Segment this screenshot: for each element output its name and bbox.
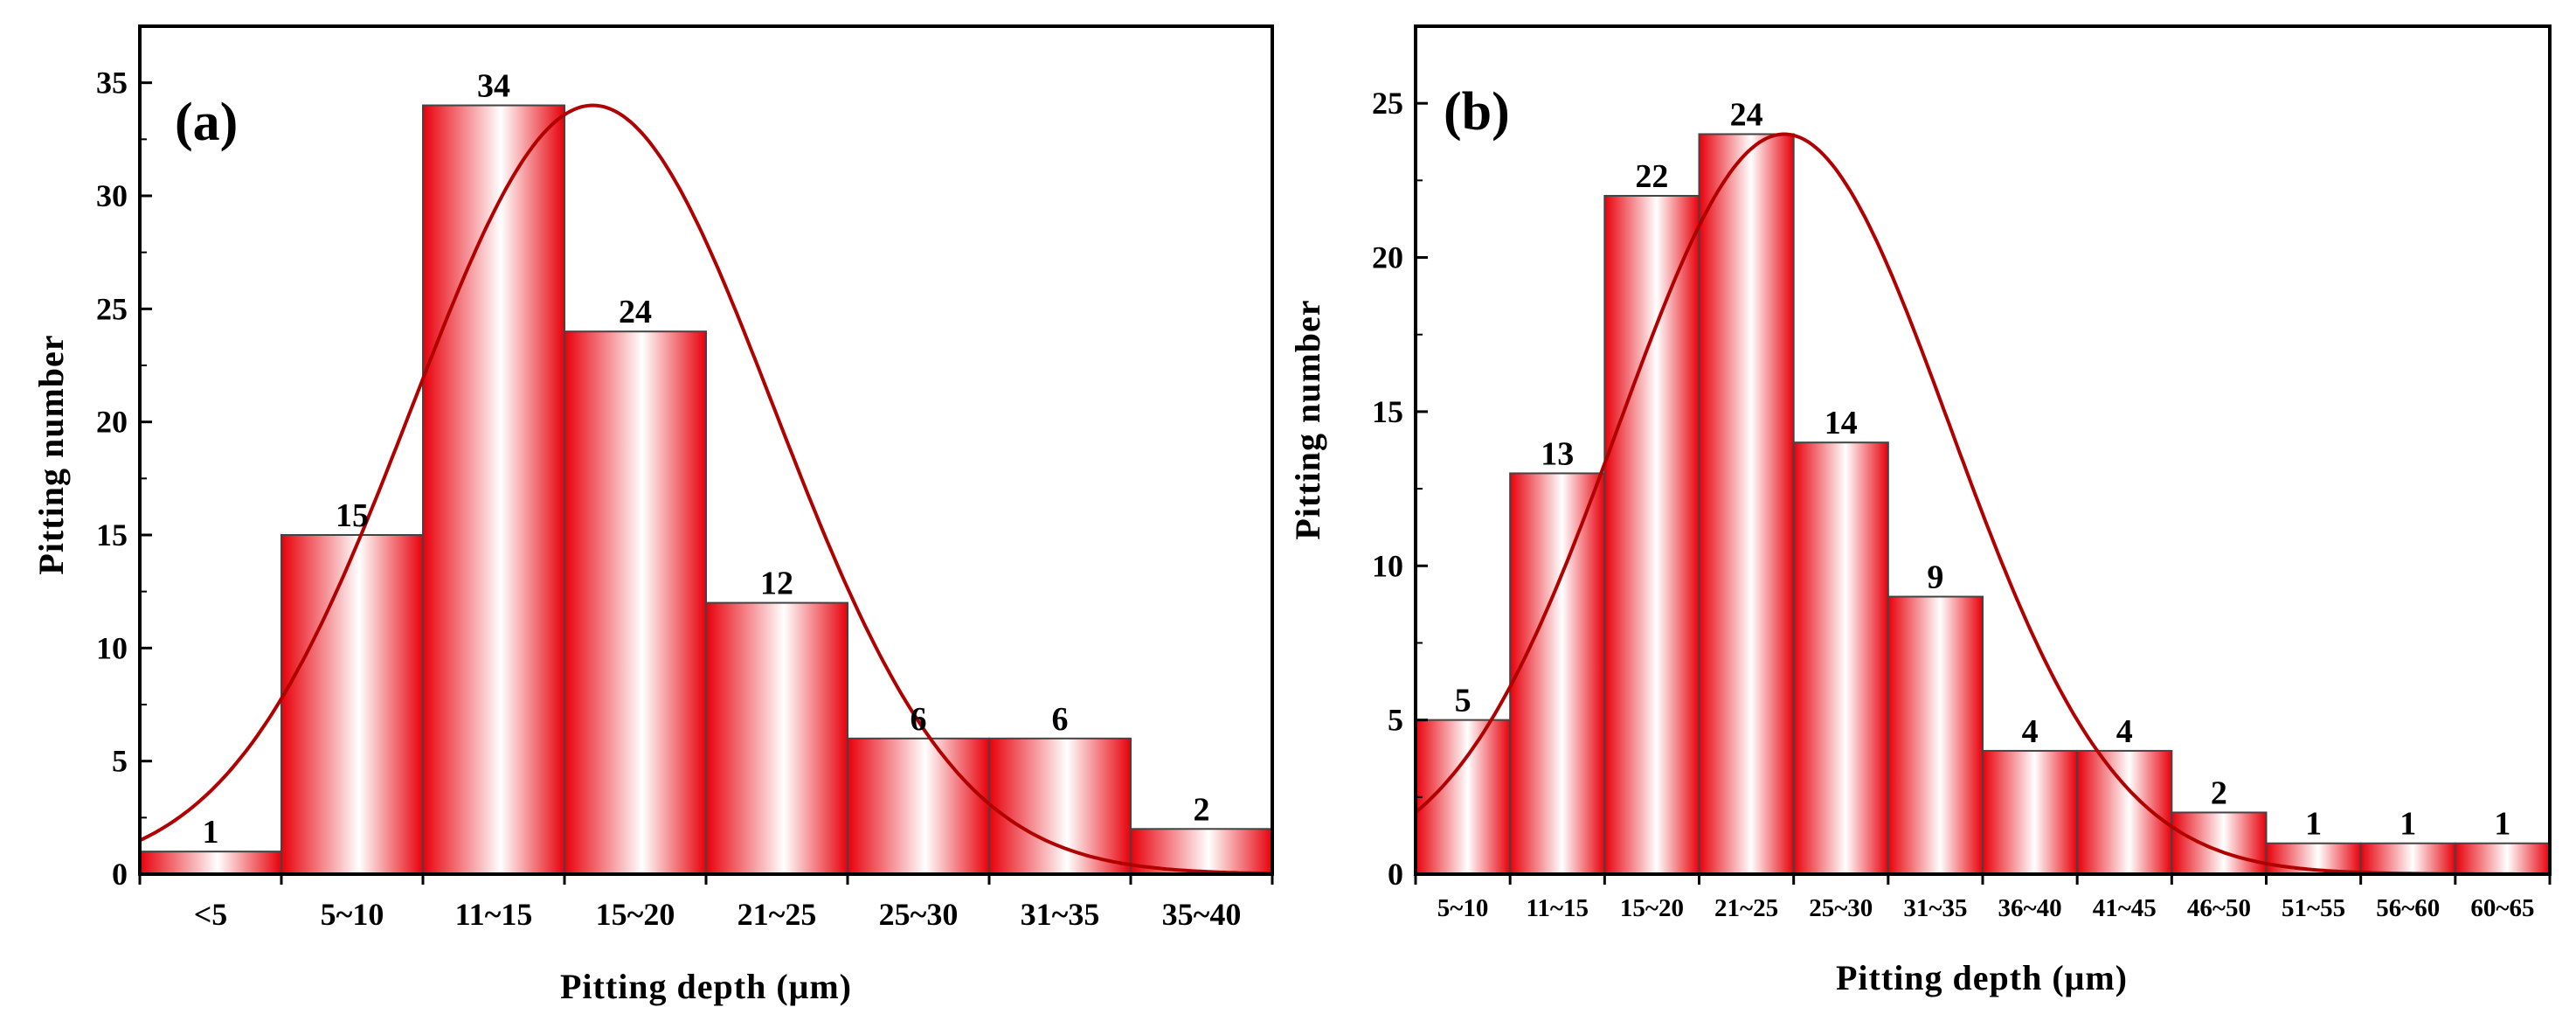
bar-b-4 bbox=[1792, 441, 1889, 875]
bar-b-5 bbox=[1887, 595, 1984, 876]
bars-b bbox=[1415, 133, 2551, 876]
y-tick-label-b-4: 20 bbox=[1372, 240, 1403, 275]
panel-label-a: (a) bbox=[175, 93, 238, 152]
y-tick-label-a-1: 5 bbox=[112, 744, 128, 779]
x-tick-label-b-6: 36~40 bbox=[1998, 894, 2062, 922]
bar-b-2 bbox=[1603, 195, 1700, 875]
x-tick-label-b-8: 46~50 bbox=[2187, 894, 2251, 922]
y-tick-label-a-3: 15 bbox=[96, 518, 128, 552]
chart-panel-a: 1 15 34 24 12 6 6 2 0 5 10 15 20 25 30 35 <5 5~10 11~15 1… bbox=[31, 24, 1274, 1006]
y-tick-label-a-6: 30 bbox=[96, 178, 128, 213]
y-tick-label-b-1: 5 bbox=[1388, 703, 1403, 738]
bar-a-0 bbox=[139, 851, 282, 876]
y-tick-label-b-2: 10 bbox=[1372, 548, 1403, 583]
data-label-a-7: 2 bbox=[1194, 791, 1210, 828]
bar-b-10 bbox=[2359, 842, 2456, 876]
x-tick-label-a-4: 21~25 bbox=[737, 897, 817, 932]
data-label-b-9: 1 bbox=[2305, 806, 2322, 843]
data-label-b-4: 14 bbox=[1825, 405, 1858, 441]
bar-a-1 bbox=[280, 534, 424, 875]
x-axis-title-b: Pitting depth (μm) bbox=[1836, 958, 2128, 997]
bar-a-5 bbox=[847, 737, 990, 875]
x-tick-label-b-7: 41~45 bbox=[2093, 894, 2157, 922]
panel-label-b: (b) bbox=[1444, 82, 1510, 142]
x-tick-label-a-3: 15~20 bbox=[596, 897, 675, 932]
bar-a-2 bbox=[422, 104, 565, 876]
x-tick-label-b-3: 21~25 bbox=[1714, 894, 1778, 922]
y-axis-title-a: Pitting number bbox=[31, 334, 71, 574]
y-tick-label-a-4: 20 bbox=[96, 405, 128, 440]
y-tick-label-b-3: 15 bbox=[1372, 394, 1403, 429]
y-axis-b: 0 5 10 15 20 25 bbox=[1372, 86, 1428, 892]
x-tick-label-b-10: 56~60 bbox=[2376, 894, 2440, 922]
x-tick-label-b-9: 51~55 bbox=[2282, 894, 2345, 922]
bar-b-6 bbox=[1982, 749, 2079, 876]
data-label-a-1: 15 bbox=[336, 497, 369, 534]
x-tick-label-a-0: <5 bbox=[194, 897, 228, 932]
y-axis-title-b: Pitting number bbox=[1288, 299, 1327, 539]
y-axis-a: 0 5 10 15 20 25 30 35 bbox=[96, 66, 152, 892]
data-label-a-6: 6 bbox=[1052, 701, 1069, 738]
x-tick-label-b-2: 15~20 bbox=[1620, 894, 1684, 922]
data-label-a-2: 34 bbox=[477, 68, 510, 105]
y-tick-label-b-0: 0 bbox=[1388, 857, 1403, 892]
data-label-a-4: 12 bbox=[760, 566, 793, 602]
bar-b-0 bbox=[1415, 719, 1512, 875]
bar-b-7 bbox=[2076, 749, 2173, 876]
bar-b-3 bbox=[1698, 133, 1795, 876]
x-axis-title-a: Pitting depth (μm) bbox=[560, 967, 852, 1006]
y-tick-label-a-0: 0 bbox=[112, 857, 128, 892]
y-tick-label-b-5: 25 bbox=[1372, 86, 1403, 121]
data-label-a-5: 6 bbox=[911, 701, 927, 738]
x-axis-b: 5~10 11~15 15~20 21~25 25~30 31~35 36~40 41~45 4… bbox=[1414, 874, 2552, 922]
data-label-b-10: 1 bbox=[2399, 806, 2416, 843]
y-tick-label-a-2: 10 bbox=[96, 630, 128, 665]
x-tick-label-a-2: 11~15 bbox=[455, 897, 533, 932]
bar-b-11 bbox=[2454, 842, 2551, 876]
x-tick-label-b-5: 31~35 bbox=[1903, 894, 1967, 922]
x-tick-label-a-7: 35~40 bbox=[1162, 897, 1242, 932]
fit-curve-line-a bbox=[139, 103, 1272, 876]
data-label-b-7: 4 bbox=[2116, 713, 2133, 750]
x-tick-label-b-0: 5~10 bbox=[1437, 894, 1489, 922]
x-tick-label-a-6: 31~35 bbox=[1021, 897, 1100, 932]
x-tick-label-a-1: 5~10 bbox=[321, 897, 384, 932]
data-label-a-3: 24 bbox=[619, 294, 652, 330]
data-labels-a: 1 15 34 24 12 6 6 2 bbox=[203, 68, 1210, 851]
bar-a-6 bbox=[988, 737, 1132, 875]
y-tick-label-a-7: 35 bbox=[96, 66, 128, 101]
data-label-b-3: 24 bbox=[1730, 96, 1763, 133]
x-tick-label-b-4: 25~30 bbox=[1809, 894, 1873, 922]
data-label-b-5: 9 bbox=[1927, 559, 1943, 596]
y-tick-label-a-5: 25 bbox=[96, 291, 128, 326]
x-tick-label-b-11: 60~65 bbox=[2470, 894, 2534, 922]
x-tick-label-b-1: 11~15 bbox=[1527, 894, 1589, 922]
bar-a-4 bbox=[705, 601, 848, 875]
data-label-b-1: 13 bbox=[1541, 435, 1574, 472]
data-label-b-8: 2 bbox=[2211, 775, 2227, 811]
data-label-b-0: 5 bbox=[1455, 683, 1472, 719]
chart-panel-b: 5 13 22 24 14 9 4 4 2 1 1 1 0 5 10 15 20 25 5~10 11~15 15~… bbox=[1288, 24, 2552, 997]
bar-b-1 bbox=[1509, 472, 1606, 875]
data-label-b-2: 22 bbox=[1635, 158, 1668, 195]
x-tick-label-a-5: 25~30 bbox=[879, 897, 959, 932]
x-axis-a: <5 5~10 11~15 15~20 21~25 25~30 31~35 35~40 bbox=[138, 874, 1274, 932]
data-label-b-11: 1 bbox=[2494, 806, 2510, 843]
bars-a bbox=[139, 104, 1273, 876]
fit-curve-a bbox=[139, 103, 1272, 876]
bar-b-8 bbox=[2171, 811, 2268, 875]
data-label-a-0: 1 bbox=[203, 814, 219, 851]
data-labels-b: 5 13 22 24 14 9 4 4 2 1 1 1 bbox=[1455, 96, 2511, 842]
data-label-b-6: 4 bbox=[2022, 713, 2039, 750]
bar-a-3 bbox=[564, 330, 707, 875]
